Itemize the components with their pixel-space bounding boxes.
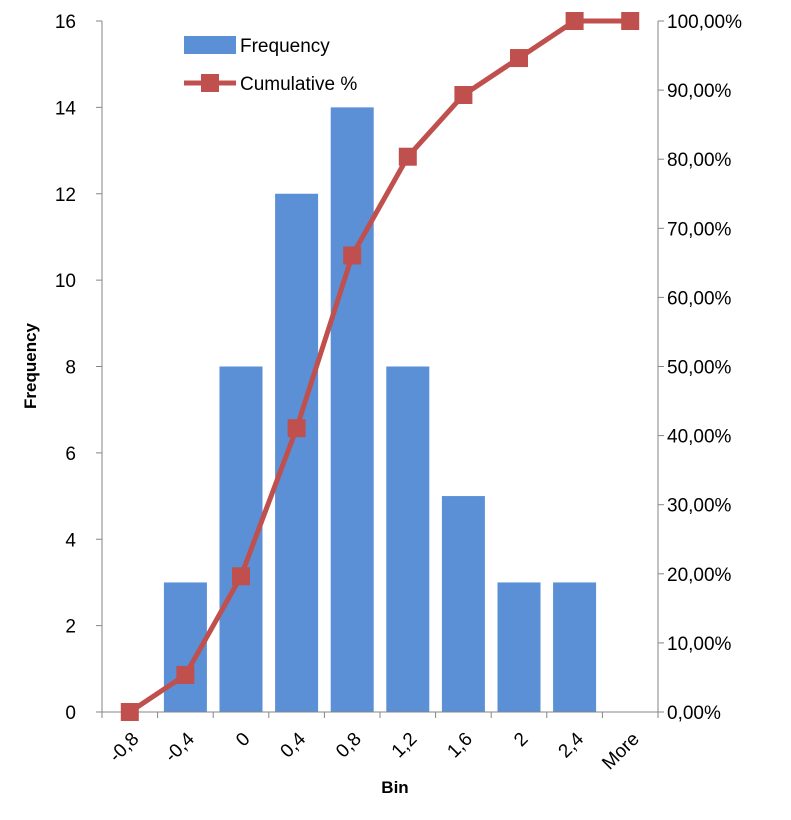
left-tick-label: 4 xyxy=(65,530,76,551)
y-axis-title: Frequency xyxy=(21,322,40,409)
x-tick-label: 0 xyxy=(232,729,254,751)
x-tick-label: 0,8 xyxy=(332,729,366,763)
right-tick-label: 70,00% xyxy=(667,219,732,240)
x-axis-title: Bin xyxy=(381,778,408,797)
x-tick-label: 1,2 xyxy=(388,729,422,763)
right-tick-label: 40,00% xyxy=(667,427,732,448)
x-tick-label: 2,4 xyxy=(555,728,589,762)
x-tick-label: -0,8 xyxy=(105,729,143,767)
frequency-bar xyxy=(275,193,319,712)
cumulative-line xyxy=(128,18,631,715)
legend-cumulative-label: Cumulative % xyxy=(240,74,357,95)
right-tick-label: 80,00% xyxy=(667,150,732,171)
cumulative-marker xyxy=(120,703,139,721)
cumulative-marker xyxy=(621,12,640,30)
cumulative-marker xyxy=(398,147,417,166)
left-tick-label: 12 xyxy=(55,185,76,206)
cumulative-marker xyxy=(176,665,195,684)
right-tick-label: 20,00% xyxy=(667,565,732,586)
x-tick-label: More xyxy=(598,729,643,774)
cumulative-marker xyxy=(232,567,250,586)
left-tick-label: 10 xyxy=(55,271,76,292)
right-tick-label: 30,00% xyxy=(667,496,732,517)
right-tick-label: 60,00% xyxy=(667,288,732,309)
x-tick-label: 2 xyxy=(510,729,532,751)
frequency-bar xyxy=(553,582,597,712)
right-tick-label: 90,00% xyxy=(667,81,732,102)
left-tick-label: 6 xyxy=(65,444,76,465)
legend-frequency-label: Frequency xyxy=(240,36,330,57)
x-tick-label: 0,4 xyxy=(277,728,311,762)
right-tick-label: 100,00% xyxy=(667,12,742,33)
cumulative-marker xyxy=(565,12,584,30)
cumulative-marker xyxy=(510,49,528,68)
cumulative-marker xyxy=(454,86,473,105)
left-tick-label: 16 xyxy=(55,12,76,33)
cumulative-marker xyxy=(287,419,306,438)
left-tick-label: 8 xyxy=(65,358,76,379)
x-tick-label: -0,4 xyxy=(161,728,199,766)
left-tick-label: 0 xyxy=(65,703,76,724)
left-tick-label: 14 xyxy=(55,98,77,119)
right-tick-label: 50,00% xyxy=(667,358,732,379)
frequency-bar xyxy=(497,582,541,712)
x-tick-label: 1,6 xyxy=(443,729,477,763)
legend-frequency-swatch xyxy=(184,36,236,54)
right-tick-label: 10,00% xyxy=(667,634,732,655)
frequency-bar xyxy=(441,496,485,712)
left-tick-label: 2 xyxy=(65,617,76,638)
frequency-bar xyxy=(330,107,374,712)
frequency-bar xyxy=(386,366,430,712)
legend-cumulative-marker xyxy=(201,74,219,92)
right-tick-label: 0,00% xyxy=(667,703,721,724)
cumulative-marker xyxy=(343,246,362,265)
